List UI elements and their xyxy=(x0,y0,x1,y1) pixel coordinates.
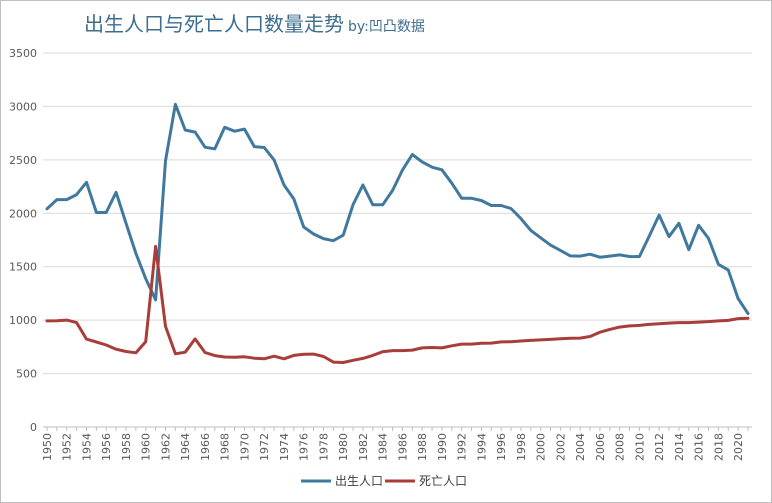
x-tick-label: 1972 xyxy=(258,433,271,461)
series-line-1 xyxy=(45,102,750,315)
y-tick-label: 3000 xyxy=(9,100,37,113)
x-tick-label: 1968 xyxy=(219,433,232,461)
x-tick-label: 1982 xyxy=(357,433,370,461)
x-tick-label: 1998 xyxy=(515,433,528,461)
x-tick-label: 1992 xyxy=(456,433,469,461)
y-tick-label: 1000 xyxy=(9,314,37,327)
x-tick-label: 1978 xyxy=(317,433,330,461)
chart-title-group: 出生人口与死亡人口数量走势 by:凹凸数据 xyxy=(84,12,425,36)
x-axis: 1950 1952 1954 1956 1958 1960 1962 1964 1966 1968… xyxy=(41,427,749,461)
gridlines xyxy=(43,52,752,428)
x-tick-label: 1956 xyxy=(100,433,113,461)
x-tick-label: 1952 xyxy=(61,433,74,461)
x-tick-label: 2006 xyxy=(594,433,607,461)
x-tick-label: 2014 xyxy=(673,433,686,461)
x-tick-label: 1964 xyxy=(179,433,192,461)
x-tick-label: 1976 xyxy=(298,433,311,461)
x-tick-label: 2012 xyxy=(653,433,666,461)
series-lines xyxy=(45,102,750,364)
x-tick-label: 2018 xyxy=(712,433,725,461)
x-tick-label: 2000 xyxy=(535,433,548,461)
x-tick-label: 1974 xyxy=(278,433,291,461)
chart-subtitle: by:凹凸数据 xyxy=(348,19,425,35)
y-tick-label: 1500 xyxy=(9,261,37,274)
x-tick-label: 1988 xyxy=(416,433,429,461)
x-tick-label: 1958 xyxy=(120,433,133,461)
x-tick-label: 1996 xyxy=(495,433,508,461)
x-tick-label: 2010 xyxy=(633,433,646,461)
x-tick-label: 1966 xyxy=(199,433,212,461)
x-tick-label: 1960 xyxy=(140,433,153,461)
x-tick-label: 1984 xyxy=(377,433,390,461)
y-tick-label: 3500 xyxy=(9,47,37,60)
y-tick-label: 2000 xyxy=(9,207,37,220)
x-tick-label: 1954 xyxy=(80,433,93,461)
x-tick-label: 1970 xyxy=(238,433,251,461)
chart-title: 出生人口与死亡人口数量走势 xyxy=(84,12,344,36)
x-tick-label: 1990 xyxy=(436,433,449,461)
y-tick-label: 500 xyxy=(16,368,37,381)
x-tick-label: 2002 xyxy=(554,433,567,461)
y-tick-label: 0 xyxy=(30,421,37,434)
x-tick-label: 2020 xyxy=(732,433,745,461)
series-line-2 xyxy=(45,244,750,364)
legend-label-1: 出生人口 xyxy=(335,474,383,488)
y-tick-label: 2500 xyxy=(9,154,37,167)
x-tick-label: 1962 xyxy=(159,433,172,461)
x-tick-label: 2016 xyxy=(693,433,706,461)
x-tick-label: 1994 xyxy=(475,433,488,461)
y-axis: 0 500 1000 1500 2000 2500 3000 3500 xyxy=(9,47,37,434)
x-tick-label: 2004 xyxy=(574,433,587,461)
legend-label-2: 死亡人口 xyxy=(419,474,467,488)
x-tick-label: 1980 xyxy=(337,433,350,461)
x-tick-label: 2008 xyxy=(614,433,627,461)
x-tick-label: 1986 xyxy=(396,433,409,461)
x-tick-label: 1950 xyxy=(41,433,54,461)
legend: 出生人口 死亡人口 xyxy=(301,474,467,488)
